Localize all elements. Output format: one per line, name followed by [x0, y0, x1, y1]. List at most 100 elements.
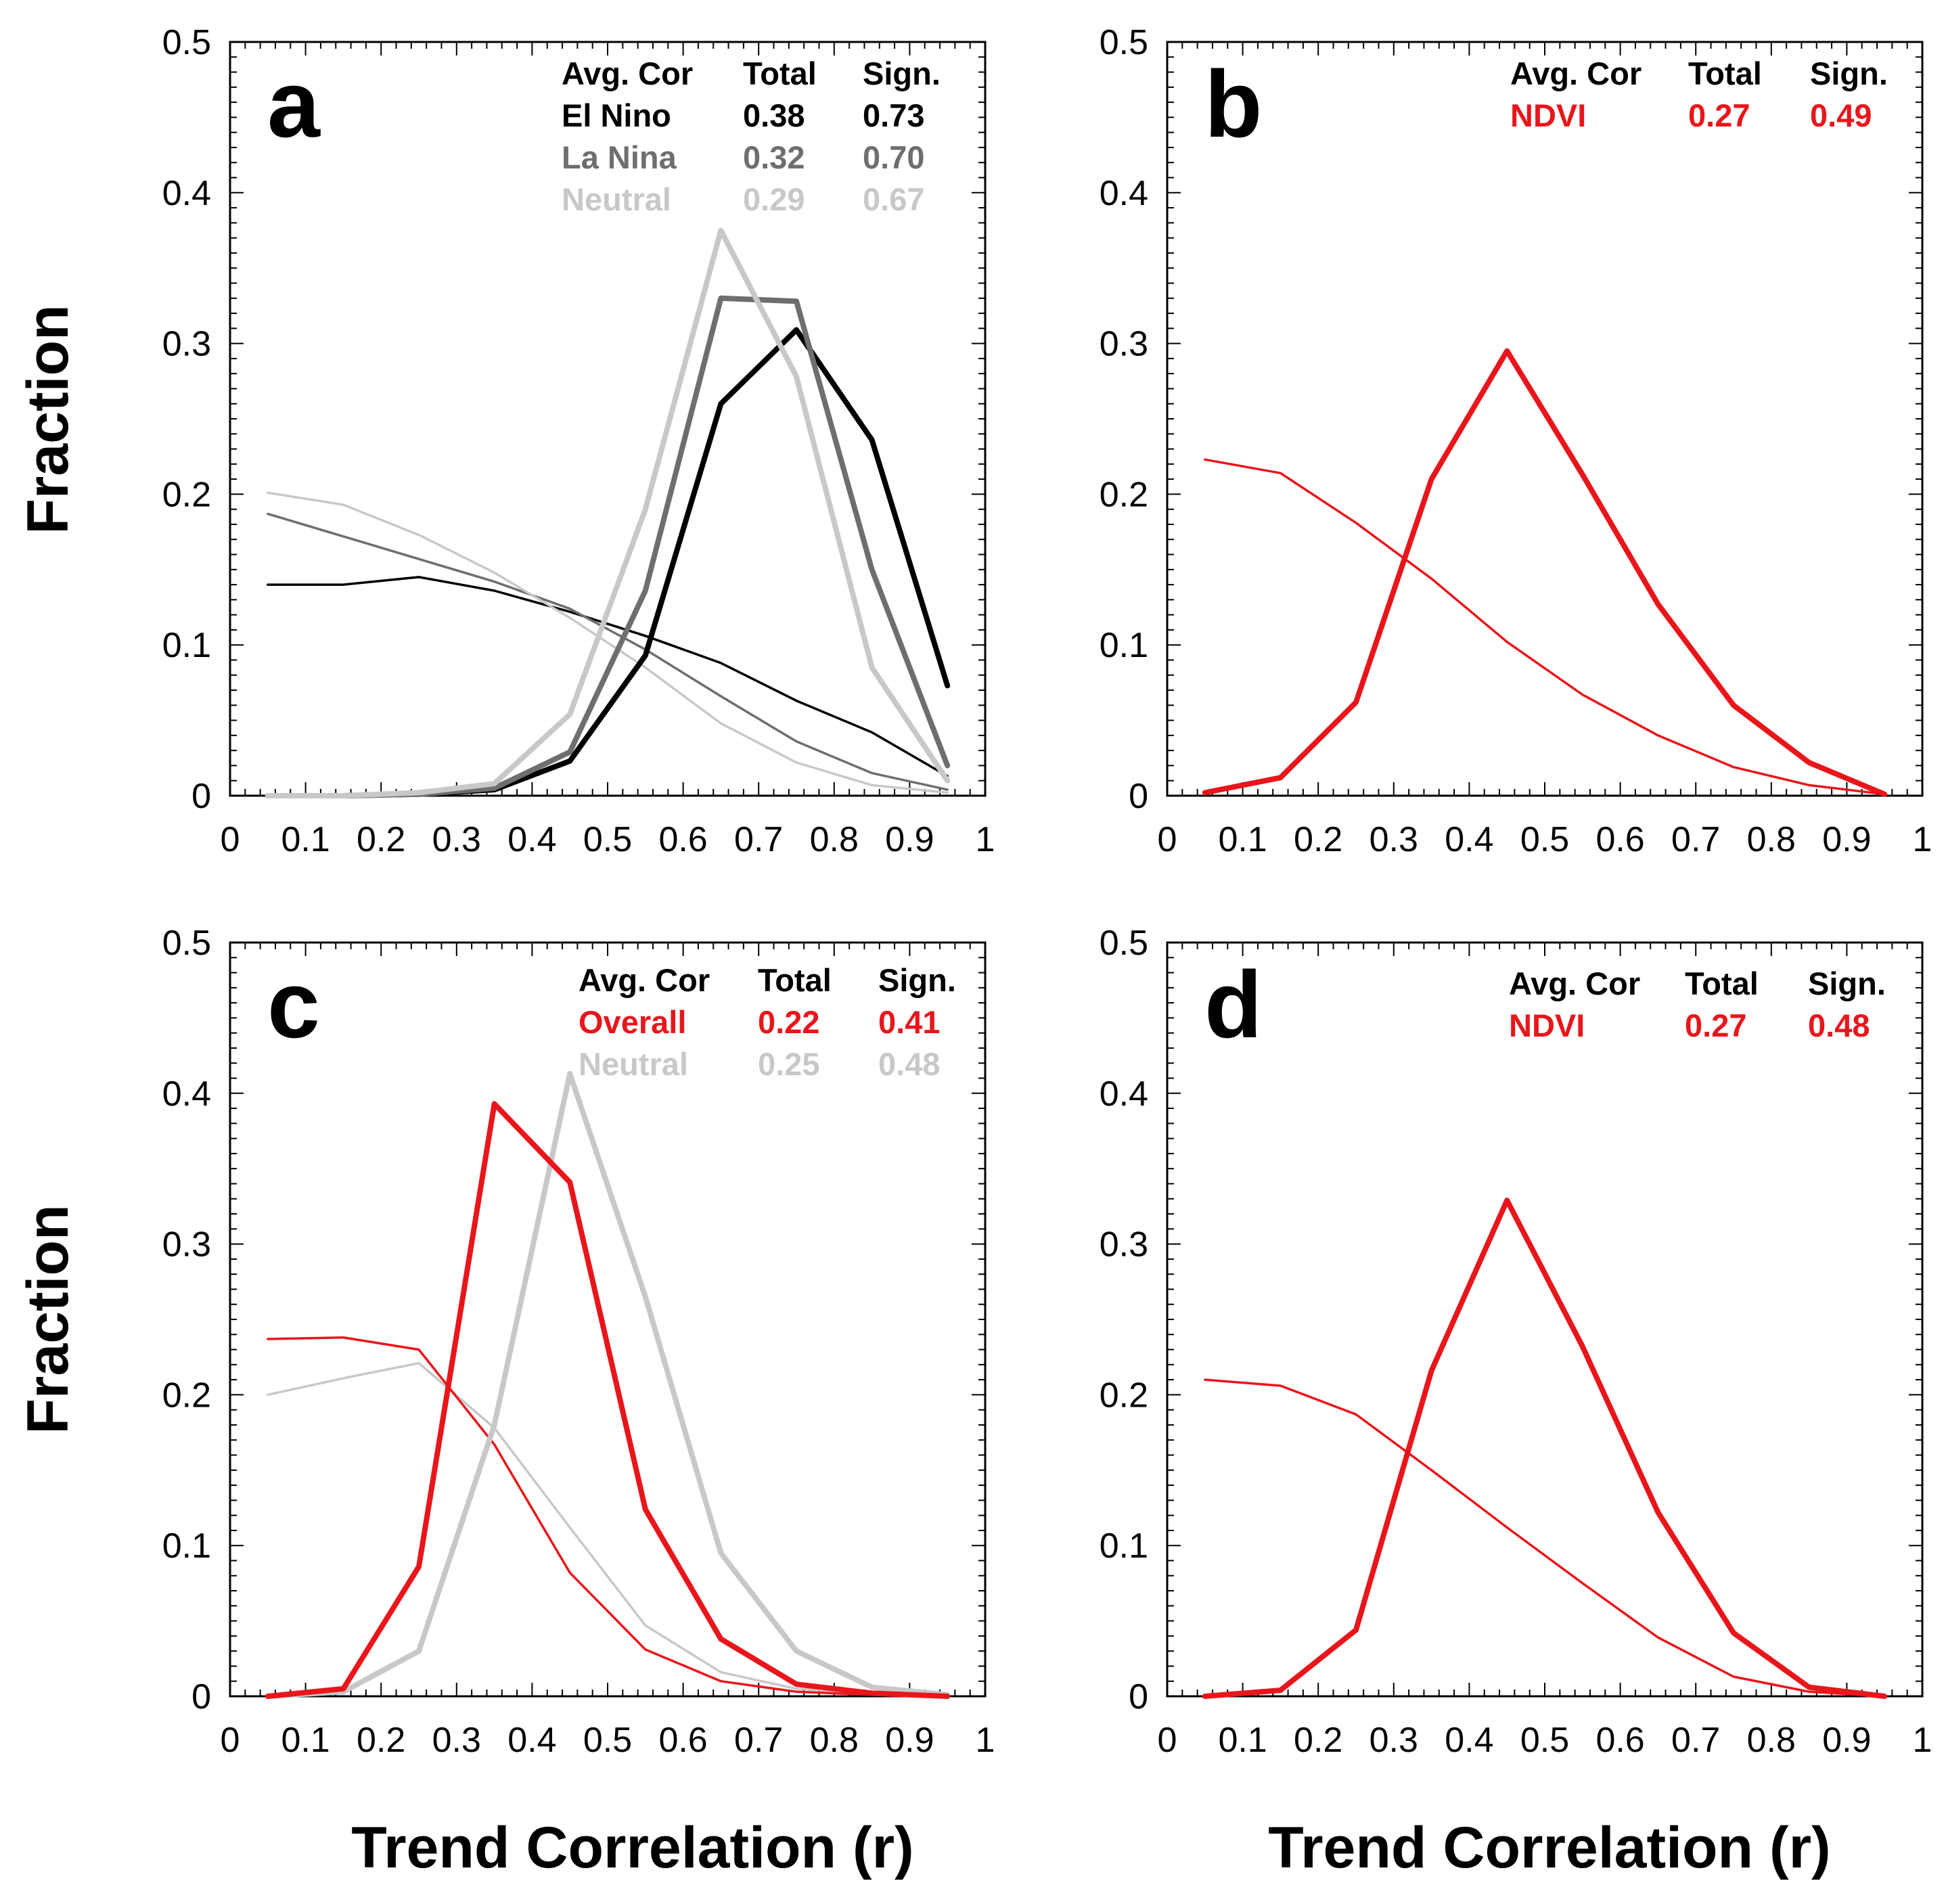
x-tick-label: 0.6: [1596, 1721, 1644, 1760]
legend-sign: 0.48: [1808, 1007, 1870, 1043]
x-tick-label: 0: [221, 820, 240, 859]
series-line-ndvi-thin: [1204, 1378, 1886, 1698]
y-tick-label: 0.1: [1100, 1526, 1148, 1566]
panel-letter: d: [1204, 951, 1263, 1058]
x-tick-label: 1: [976, 1721, 995, 1760]
legend-header: Sign.: [1810, 55, 1888, 91]
x-tick-label: 0.9: [885, 820, 934, 859]
y-tick-label: 0.2: [162, 475, 211, 514]
x-tick-label: 0.1: [281, 820, 330, 859]
x-tick-label: 0.9: [885, 1721, 934, 1760]
y-tick-label: 0.3: [1100, 1225, 1148, 1265]
series-line-ndvi-thick: [1202, 348, 1888, 797]
y-tick-label: 0.5: [162, 23, 211, 62]
legend-header: Sign.: [1808, 966, 1886, 1001]
legend-header: Sign.: [863, 55, 941, 91]
legend-header: Sign.: [878, 962, 956, 998]
legend-label: Neutral: [579, 1046, 688, 1082]
y-tick-label: 0.5: [1100, 924, 1148, 963]
x-tick-label: 0.3: [432, 1721, 481, 1760]
x-tick-label: 0.4: [507, 1721, 556, 1760]
y-tick-label: 0.1: [162, 1526, 211, 1566]
y-tick-label: 0.1: [1100, 626, 1148, 665]
legend-label: Overall: [579, 1004, 686, 1040]
x-tick-label: 0.2: [1294, 820, 1342, 859]
x-tick-label: 0.2: [357, 820, 405, 859]
legend-header: Total: [1688, 55, 1762, 91]
x-tick-label: 0.2: [1294, 1721, 1342, 1760]
legend-header: Avg. Cor: [579, 962, 710, 998]
series-line-la-nina-thin: [267, 512, 949, 791]
x-tick-label: 1: [1913, 1721, 1932, 1760]
legend-total: 0.25: [758, 1046, 819, 1082]
legend-total: 0.29: [743, 181, 805, 217]
y-tick-label: 0: [191, 1677, 211, 1717]
x-tick-label: 0.4: [507, 820, 556, 859]
legend-total: 0.22: [758, 1004, 819, 1040]
legend-total: 0.27: [1685, 1007, 1746, 1043]
x-tick-label: 0: [1158, 1721, 1177, 1760]
legend-sign: 0.41: [878, 1004, 940, 1040]
x-tick-label: 0.8: [1747, 820, 1796, 859]
x-tick-label: 0.7: [734, 820, 783, 859]
legend-total: 0.32: [743, 139, 805, 175]
xlabel-left: Trend Correlation (r): [351, 1815, 913, 1880]
x-tick-label: 0.6: [1596, 820, 1644, 859]
y-tick-label: 0.2: [162, 1376, 211, 1415]
legend-label: NDVI: [1510, 97, 1586, 133]
series-line-overall-thin: [267, 1336, 949, 1698]
y-tick-label: 0.3: [1100, 325, 1148, 364]
panel-d: 0 0.1 0.2 0.3 0.4 0.5 0 0.1 0.2 0.3 0.4 0.5 0.6 0.7 0.…: [1100, 924, 1932, 1760]
y-tick-label: 0: [1129, 1677, 1148, 1717]
x-tick-label: 0.5: [1520, 820, 1569, 859]
legend-header: Total: [743, 55, 817, 91]
ylabel-top: Fraction: [16, 304, 81, 534]
x-tick-label: 0.3: [1370, 820, 1418, 859]
series-line-ndvi-thick: [1202, 1198, 1888, 1699]
x-tick-label: 0: [221, 1721, 240, 1760]
y-tick-label: 0.1: [162, 626, 211, 665]
x-tick-label: 0.4: [1445, 820, 1493, 859]
x-tick-label: 0: [1158, 820, 1177, 859]
legend-header: Avg. Cor: [1509, 966, 1640, 1001]
x-tick-label: 0.8: [810, 820, 859, 859]
x-tick-label: 0.1: [1218, 820, 1267, 859]
legend-sign: 0.73: [863, 97, 924, 133]
y-tick-label: 0.4: [162, 174, 211, 213]
legend-header: Total: [1685, 966, 1759, 1001]
series-line-ndvi-thin: [1204, 458, 1886, 796]
legend-label: La Nina: [562, 139, 677, 175]
series-line-el-nino-thin: [267, 576, 949, 777]
x-tick-label: 0.8: [1747, 1721, 1796, 1760]
y-tick-label: 0.4: [1100, 1074, 1148, 1114]
legend-sign: 0.48: [878, 1046, 940, 1082]
x-tick-label: 0.6: [658, 820, 707, 859]
y-tick-label: 0.4: [162, 1074, 211, 1114]
x-tick-label: 0.3: [432, 820, 481, 859]
legend-total: 0.38: [743, 97, 805, 133]
legend-sign: 0.67: [863, 181, 924, 217]
panel-b: 0 0.1 0.2 0.3 0.4 0.5 0 0.1 0.2 0.3 0.4 0.5 0.6 0.7 0.…: [1100, 23, 1932, 859]
x-tick-label: 0.7: [1671, 820, 1720, 859]
legend-header: Avg. Cor: [562, 55, 693, 91]
plot-frame: [1166, 941, 1924, 1698]
series-line-neutral-thick: [265, 227, 951, 798]
x-tick-label: 0.4: [1445, 1721, 1493, 1760]
plot-frame: [1166, 41, 1924, 797]
x-tick-label: 0.5: [583, 820, 632, 859]
x-tick-label: 0.2: [357, 1721, 405, 1760]
x-tick-label: 0.6: [658, 1721, 707, 1760]
series-line-neutral-thin: [267, 491, 949, 794]
x-tick-label: 0.9: [1822, 820, 1871, 859]
y-tick-label: 0.2: [1100, 1376, 1148, 1415]
ylabel-bottom: Fraction: [16, 1204, 81, 1434]
panel-a: 0 0.1 0.2 0.3 0.4 0.5 0 0.1 0.2 0.3 0.4 0.5 0.6 0.7 0.…: [162, 23, 995, 859]
x-tick-label: 0.5: [583, 1721, 632, 1760]
legend-header: Total: [758, 962, 832, 998]
x-tick-label: 1: [976, 820, 995, 859]
y-tick-label: 0: [1129, 777, 1148, 816]
x-tick-label: 0.3: [1370, 1721, 1418, 1760]
y-tick-label: 0.3: [162, 325, 211, 364]
x-tick-label: 0.8: [810, 1721, 859, 1760]
